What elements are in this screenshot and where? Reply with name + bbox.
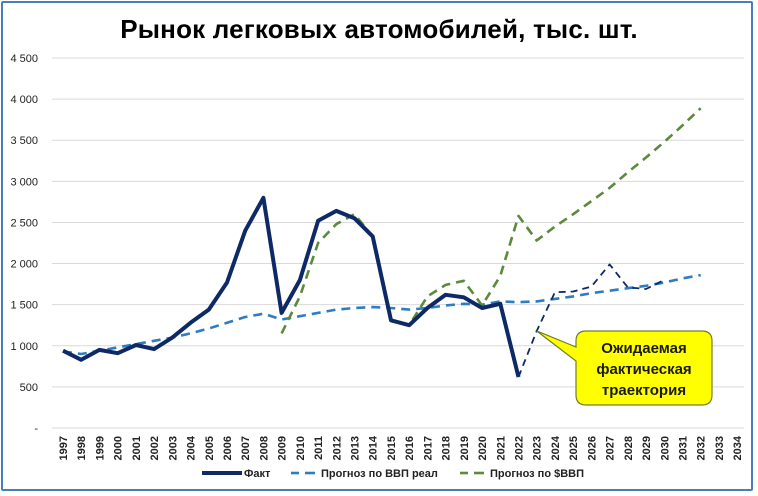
x-tick-label: 2000 bbox=[113, 436, 125, 460]
y-tick-label: 1 000 bbox=[10, 341, 38, 353]
y-tick-label: 2 000 bbox=[10, 259, 38, 271]
y-tick-label: 500 bbox=[20, 382, 38, 394]
x-tick-label: 2023 bbox=[532, 436, 544, 460]
x-tick-label: 2003 bbox=[167, 436, 179, 460]
x-tick-label: 2014 bbox=[368, 435, 380, 460]
series-line bbox=[280, 107, 702, 334]
x-tick-label: 2010 bbox=[295, 436, 307, 460]
y-tick-label: 4 000 bbox=[10, 94, 38, 106]
y-tick-label: 3 500 bbox=[10, 135, 38, 147]
x-tick-label: 1997 bbox=[58, 436, 70, 460]
x-tick-label: 2025 bbox=[568, 436, 580, 460]
legend-label: Факт bbox=[244, 468, 271, 480]
x-tick-label: 2006 bbox=[222, 436, 234, 460]
x-tick-label: 2017 bbox=[422, 436, 434, 460]
x-tick-label: 2008 bbox=[258, 436, 270, 460]
x-tick-label: 2030 bbox=[659, 436, 671, 460]
y-tick-label: 2 500 bbox=[10, 217, 38, 229]
y-tick-label: 3 000 bbox=[10, 176, 38, 188]
x-tick-label: 2031 bbox=[677, 436, 689, 460]
x-tick-label: 2026 bbox=[586, 436, 598, 460]
x-tick-label: 2016 bbox=[404, 436, 416, 460]
legend-label: Прогноз по ВВП реал bbox=[321, 468, 438, 480]
x-tick-label: 2032 bbox=[696, 436, 708, 460]
callout-text: фактическая bbox=[596, 361, 691, 378]
x-tick-label: 2021 bbox=[495, 436, 507, 460]
x-axis-labels: 1997 1998 1999 2000 2001 2002 2003 2004 2005 2006… bbox=[58, 435, 744, 460]
x-tick-label: 2027 bbox=[605, 436, 617, 460]
y-axis-labels: - 500 1 000 1 500 2 000 2 500 3 000 3 500 4 000 4… bbox=[10, 53, 38, 435]
x-tick-label: 2019 bbox=[459, 436, 471, 460]
x-tick-label: 2015 bbox=[386, 436, 398, 460]
y-tick-label: - bbox=[34, 423, 38, 435]
x-tick-label: 2009 bbox=[277, 436, 289, 460]
x-tick-label: 2024 bbox=[550, 435, 562, 460]
x-tick-label: 2033 bbox=[714, 436, 726, 460]
x-tick-label: 1998 bbox=[76, 436, 88, 460]
x-tick-label: 2012 bbox=[331, 436, 343, 460]
x-tick-label: 2020 bbox=[477, 436, 489, 460]
x-tick-label: 2007 bbox=[240, 436, 252, 460]
y-tick-label: 1 500 bbox=[10, 300, 38, 312]
x-tick-label: 2018 bbox=[441, 436, 453, 460]
y-tick-label: 4 500 bbox=[10, 53, 38, 65]
callout-text: Ожидаемая bbox=[601, 340, 687, 357]
callout-text: траектория bbox=[602, 382, 686, 399]
chart-legend: Факт Прогноз по ВВП реал Прогноз по $ВВП bbox=[202, 468, 584, 480]
series-lines bbox=[62, 107, 702, 378]
annotation-callout: Ожидаемая фактическая траектория bbox=[536, 330, 713, 406]
x-tick-label: 1999 bbox=[94, 436, 106, 460]
x-tick-label: 2001 bbox=[131, 436, 143, 460]
series-line bbox=[62, 195, 521, 378]
x-tick-label: 2028 bbox=[623, 436, 635, 460]
x-tick-label: 2005 bbox=[204, 436, 216, 460]
x-tick-label: 2034 bbox=[732, 435, 744, 460]
x-tick-label: 2022 bbox=[514, 436, 526, 460]
legend-label: Прогноз по $ВВП bbox=[490, 468, 584, 480]
callout-bubble bbox=[536, 330, 713, 406]
chart-title: Рынок легковых автомобилей, тыс. шт. bbox=[120, 14, 638, 44]
x-tick-label: 2011 bbox=[313, 436, 325, 460]
x-tick-label: 2004 bbox=[186, 435, 198, 460]
x-tick-label: 2002 bbox=[149, 436, 161, 460]
x-tick-label: 2029 bbox=[641, 436, 653, 460]
series-line bbox=[517, 263, 665, 378]
x-tick-label: 2013 bbox=[350, 436, 362, 460]
